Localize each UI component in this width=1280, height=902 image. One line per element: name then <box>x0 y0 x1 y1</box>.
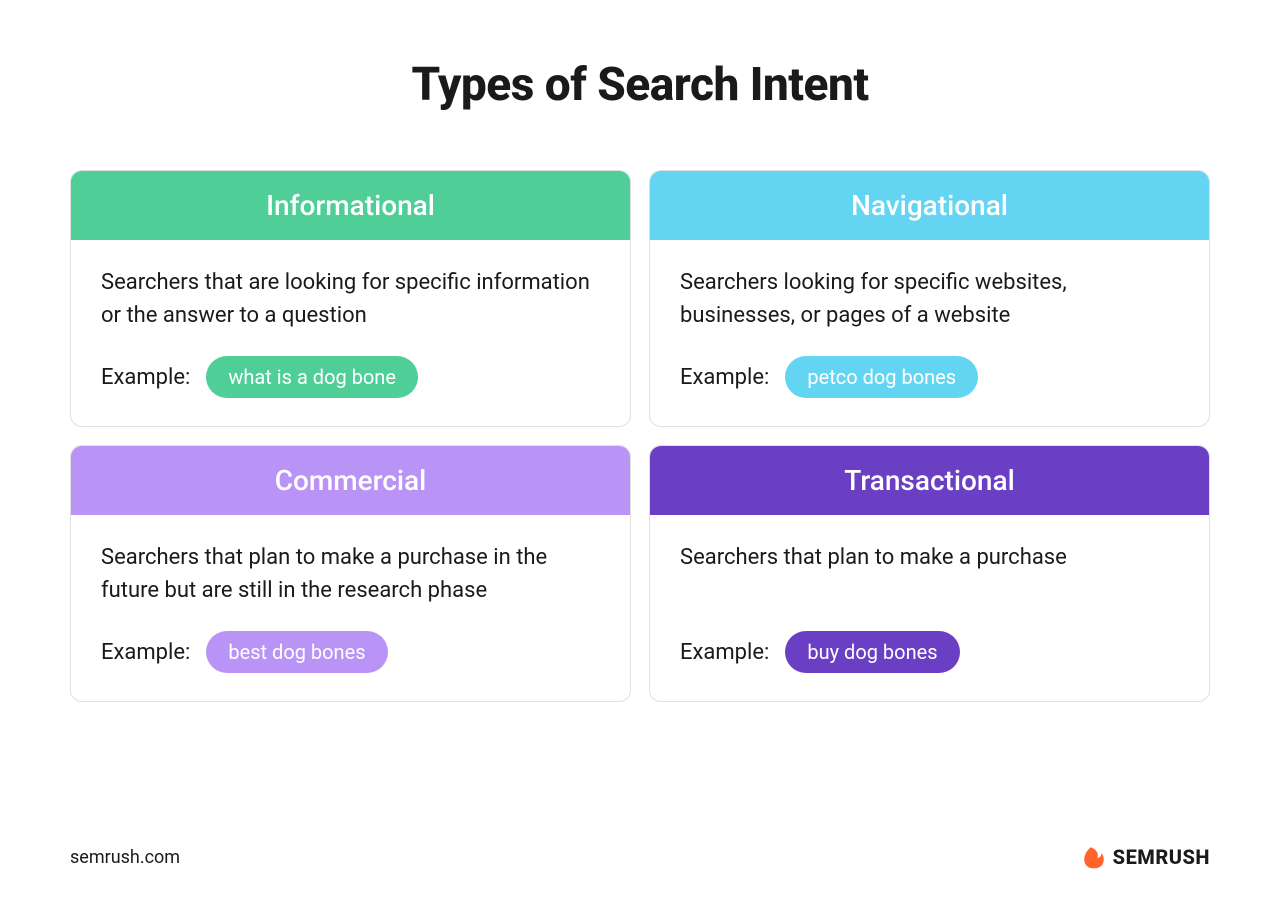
footer-url: semrush.com <box>70 847 180 868</box>
card-body: Searchers that plan to make a purchase i… <box>71 515 630 701</box>
card-transactional: Transactional Searchers that plan to mak… <box>649 445 1210 702</box>
card-description: Searchers that are looking for specific … <box>101 266 600 332</box>
example-pill-navigational: petco dog bones <box>785 356 978 398</box>
page-title: Types of Search Intent <box>70 58 1210 112</box>
card-body: Searchers that plan to make a purchase E… <box>650 515 1209 701</box>
card-informational: Informational Searchers that are looking… <box>70 170 631 427</box>
card-navigational: Navigational Searchers looking for speci… <box>649 170 1210 427</box>
example-label: Example: <box>680 640 769 665</box>
example-pill-transactional: buy dog bones <box>785 631 959 673</box>
example-pill-commercial: best dog bones <box>206 631 387 673</box>
example-label: Example: <box>101 365 190 390</box>
example-label: Example: <box>680 365 769 390</box>
card-header-commercial: Commercial <box>71 446 630 515</box>
card-commercial: Commercial Searchers that plan to make a… <box>70 445 631 702</box>
brand-name: SEMRUSH <box>1113 845 1210 869</box>
example-pill-informational: what is a dog bone <box>206 356 418 398</box>
card-description: Searchers looking for specific websites,… <box>680 266 1179 332</box>
example-row: Example: best dog bones <box>101 607 600 673</box>
card-description: Searchers that plan to make a purchase i… <box>101 541 600 607</box>
footer: semrush.com SEMRUSH <box>70 844 1210 870</box>
card-description: Searchers that plan to make a purchase <box>680 541 1179 574</box>
cards-grid: Informational Searchers that are looking… <box>70 170 1210 702</box>
example-row: Example: what is a dog bone <box>101 332 600 398</box>
card-header-transactional: Transactional <box>650 446 1209 515</box>
card-body: Searchers that are looking for specific … <box>71 240 630 426</box>
flame-icon <box>1081 844 1107 870</box>
example-row: Example: petco dog bones <box>680 332 1179 398</box>
example-label: Example: <box>101 640 190 665</box>
card-body: Searchers looking for specific websites,… <box>650 240 1209 426</box>
example-row: Example: buy dog bones <box>680 607 1179 673</box>
card-header-navigational: Navigational <box>650 171 1209 240</box>
card-header-informational: Informational <box>71 171 630 240</box>
brand-logo: SEMRUSH <box>1081 844 1210 870</box>
